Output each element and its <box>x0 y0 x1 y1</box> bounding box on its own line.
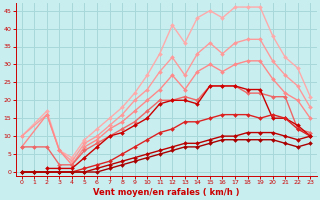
X-axis label: Vent moyen/en rafales ( km/h ): Vent moyen/en rafales ( km/h ) <box>93 188 239 197</box>
